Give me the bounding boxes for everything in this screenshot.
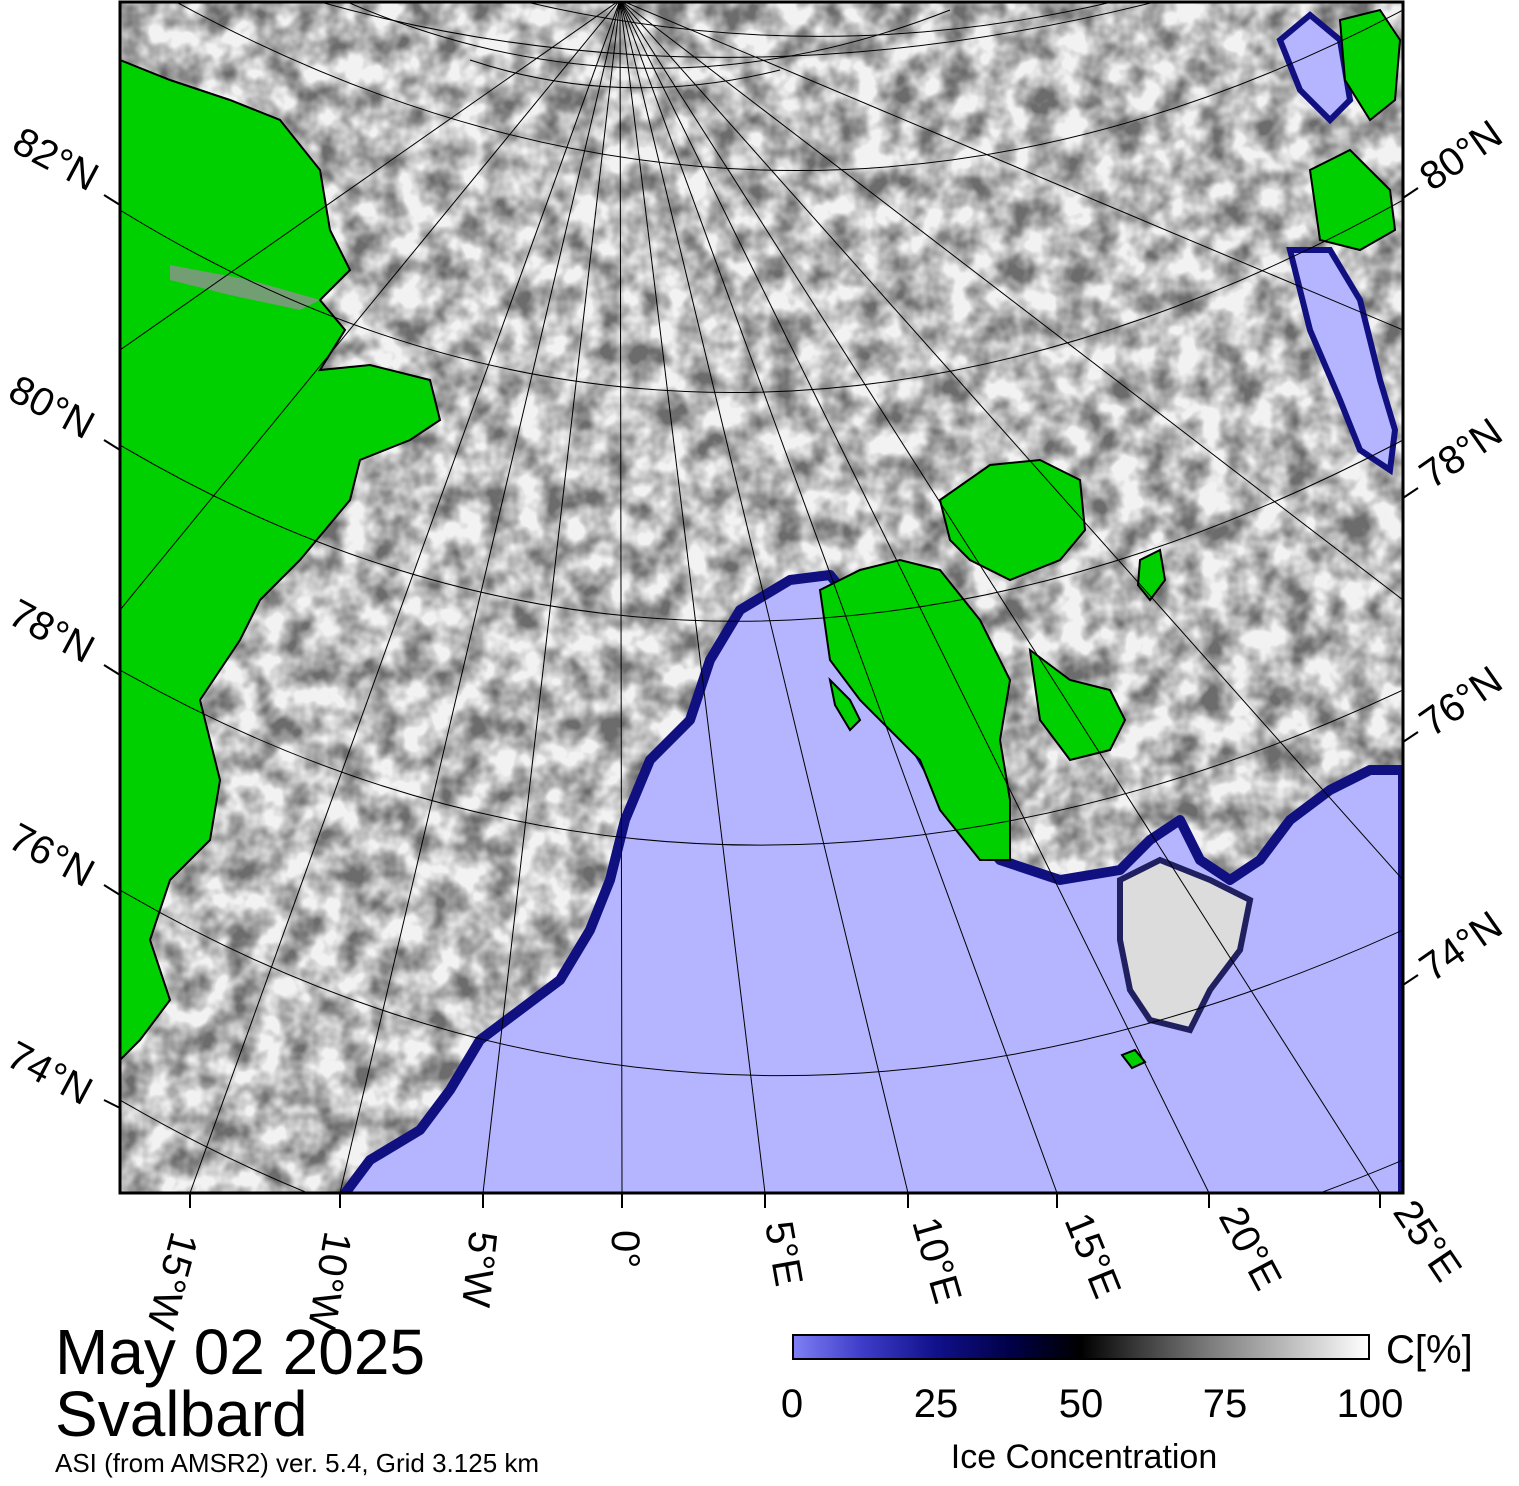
lat-label-right: 74°N [1412, 903, 1510, 990]
nordaustlandet-island [938, 458, 1087, 582]
open-water-east-lake [1286, 247, 1399, 476]
longitude-graticule [120, 2, 1403, 1193]
lat-label-right: 78°N [1412, 410, 1510, 497]
frame-ticks [103, 187, 1419, 1208]
bjornoya-island [1120, 1048, 1147, 1070]
lat-label-left: 78°N [2, 591, 102, 672]
colorbar-title: Ice Concentration [950, 1438, 1218, 1476]
lat-label-right: 80°N [1412, 112, 1510, 199]
lat-label-left: 82°N [6, 119, 106, 200]
colorbar-tick-label: 0 [780, 1382, 804, 1426]
lon-label: 10°E [903, 1212, 969, 1308]
product-subtitle: ASI (from AMSR2) ver. 5.4, Grid 3.125 km [55, 1448, 540, 1478]
lon-label: 5°E [756, 1218, 811, 1290]
open-water-north-east [1276, 11, 1354, 125]
prins-karls-forland [828, 676, 862, 732]
barents-ice-tongue [1117, 856, 1254, 1034]
lon-label: 0° [603, 1230, 647, 1268]
kvitoya-island [1136, 548, 1167, 602]
date-title: May 02 2025 [55, 1316, 426, 1388]
lon-label: 20°E [1210, 1200, 1290, 1298]
ice-concentration-colorbar [792, 1334, 1370, 1360]
lat-label-left: 80°N [2, 367, 102, 448]
region-title: Svalbard [55, 1378, 308, 1450]
edgeoya-island [1028, 647, 1127, 762]
latitude-graticule [120, 2, 1403, 1193]
lat-label-right: 76°N [1412, 658, 1510, 745]
lat-label-left: 74°N [0, 1033, 99, 1114]
colorbar-tick-label: 100 [1336, 1382, 1404, 1426]
lon-label: 25°E [1385, 1192, 1470, 1289]
lat-label-left: 76°N [2, 815, 102, 896]
colorbar-tick-label: 75 [1202, 1382, 1248, 1426]
lon-label: 5°W [453, 1229, 505, 1309]
colorbar-unit: C[%] [1386, 1328, 1473, 1372]
greenland-landmass [120, 58, 442, 1062]
map-frame [118, 0, 1405, 1195]
franz-josef-land [1308, 8, 1402, 252]
greenland-ice-shelf [170, 265, 320, 310]
colorbar-tick-label: 50 [1058, 1382, 1104, 1426]
colorbar-tick-label: 25 [913, 1382, 959, 1426]
lon-label: 15°E [1056, 1207, 1129, 1304]
spitsbergen-island [818, 558, 1012, 861]
